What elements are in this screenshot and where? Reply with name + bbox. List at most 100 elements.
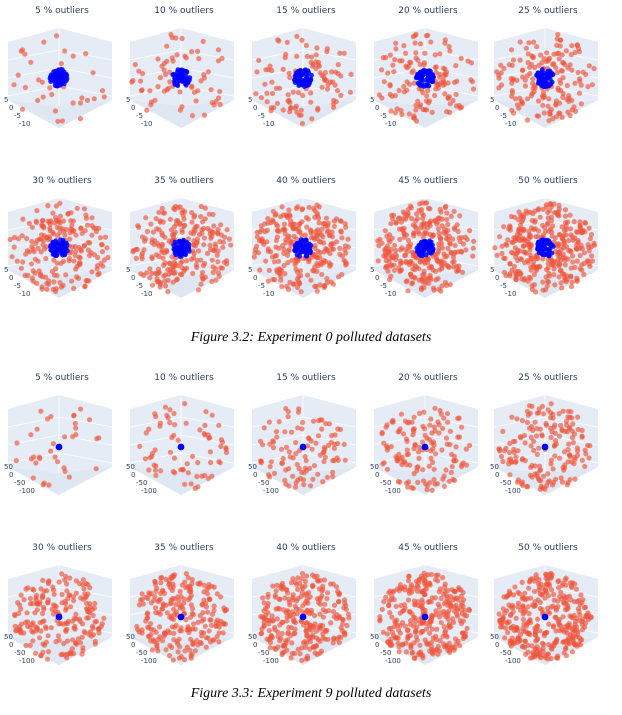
outlier-point — [201, 582, 207, 588]
outlier-point — [513, 615, 519, 621]
outlier-point — [198, 214, 204, 220]
axis-tick-label: -50 — [500, 649, 511, 657]
outlier-point — [432, 481, 438, 487]
axis-tick-label: 5 — [248, 96, 252, 104]
outlier-point — [289, 223, 295, 229]
outlier-point — [382, 248, 388, 255]
axis-tick-label: 50 — [4, 463, 13, 471]
axis-tick-label: 0 — [375, 274, 379, 282]
outlier-point — [525, 259, 532, 265]
outlier-point — [498, 617, 504, 623]
outlier-point — [94, 436, 100, 442]
outlier-point — [579, 457, 585, 463]
outlier-point — [330, 608, 336, 615]
outlier-point — [32, 256, 38, 262]
outlier-point — [315, 471, 321, 477]
inlier-point — [547, 68, 553, 74]
grid-line — [251, 49, 304, 61]
outlier-point — [28, 59, 34, 65]
outlier-point — [261, 600, 267, 606]
outlier-point — [149, 255, 155, 262]
outlier-point — [382, 228, 388, 234]
outlier-point — [304, 640, 310, 646]
outlier-point — [304, 467, 310, 474]
outlier-point — [214, 252, 220, 258]
outlier-point — [467, 228, 473, 234]
subplot-title: 40 % outliers — [276, 176, 336, 186]
outlier-point — [38, 408, 44, 414]
outlier-point — [338, 229, 344, 235]
axis-tick-label: 50 — [490, 463, 499, 471]
outlier-point — [520, 625, 526, 631]
outlier-point — [381, 460, 387, 466]
outlier-point — [318, 648, 325, 654]
outlier-point — [405, 248, 411, 254]
outlier-point — [202, 623, 208, 629]
outlier-point — [160, 255, 166, 261]
outlier-point — [151, 462, 157, 468]
outlier-point — [330, 640, 336, 646]
outlier-point — [509, 267, 515, 273]
outlier-point — [194, 236, 200, 242]
outlier-point — [576, 597, 582, 604]
outlier-point — [531, 282, 537, 288]
inlier-point — [307, 249, 313, 254]
outlier-point — [566, 593, 573, 599]
outlier-point — [62, 468, 68, 474]
outlier-point — [315, 105, 321, 111]
outlier-point — [411, 414, 417, 420]
outlier-point — [524, 117, 531, 123]
outlier-point — [284, 39, 290, 45]
outlier-point — [78, 247, 84, 253]
outlier-point — [448, 469, 454, 476]
grid-line — [251, 85, 304, 97]
outlier-point — [383, 55, 389, 61]
outlier-point — [338, 218, 344, 224]
subplot-panel: 20 % outliers 5 0 -5 -10 — [366, 6, 490, 156]
inlier-point — [304, 75, 310, 80]
outlier-point — [453, 444, 459, 450]
outlier-point — [444, 634, 450, 640]
outlier-point — [290, 576, 296, 582]
outlier-point — [66, 258, 72, 264]
outlier-point — [345, 244, 352, 250]
outlier-point — [422, 573, 428, 579]
outlier-point — [339, 235, 345, 241]
outlier-point — [531, 271, 537, 277]
subplot-panel: 40 % outliers 5 0 -5 -10 — [244, 176, 368, 326]
outlier-point — [54, 272, 60, 279]
outlier-point — [323, 608, 329, 615]
outlier-point — [257, 229, 263, 235]
outlier-point — [413, 578, 419, 584]
outlier-point — [568, 249, 574, 255]
outlier-point — [323, 223, 329, 229]
outlier-point — [427, 231, 433, 237]
outlier-point — [280, 66, 286, 72]
outlier-point — [295, 90, 302, 96]
outlier-point — [383, 265, 389, 271]
outlier-point — [170, 279, 176, 285]
grid-line — [129, 49, 182, 61]
outlier-point — [409, 281, 415, 287]
outlier-point — [442, 91, 448, 97]
outlier-point — [143, 215, 149, 221]
outlier-point — [208, 639, 214, 645]
outlier-point — [25, 623, 31, 629]
outlier-point — [289, 257, 295, 263]
outlier-point — [278, 583, 284, 589]
outlier-point — [275, 644, 281, 650]
outlier-point — [503, 445, 509, 451]
outlier-point — [308, 99, 314, 105]
outlier-point — [182, 648, 188, 654]
outlier-point — [189, 453, 196, 459]
outlier-point — [85, 615, 92, 621]
outlier-point — [562, 61, 568, 68]
outlier-point — [26, 220, 32, 226]
outlier-point — [558, 87, 564, 94]
outlier-point — [189, 113, 196, 119]
outlier-point — [526, 228, 532, 234]
outlier-point — [19, 106, 26, 112]
outlier-point — [218, 443, 224, 449]
axis-tick-label: -100 — [19, 487, 35, 495]
outlier-point — [388, 108, 394, 114]
